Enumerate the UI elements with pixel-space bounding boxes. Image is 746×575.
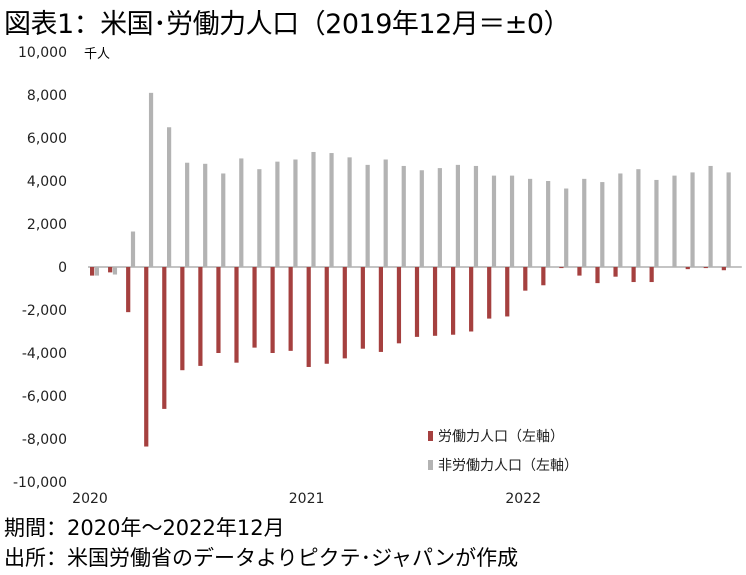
y-tick-label: -4,000: [22, 346, 67, 362]
not-in-labor-force-bar: [618, 173, 623, 267]
labor-force-bar: [180, 267, 185, 371]
y-axis-unit: 千人: [84, 47, 111, 62]
not-in-labor-force-bar: [672, 175, 677, 267]
not-in-labor-force-bar: [185, 162, 190, 267]
not-in-labor-force-bar: [419, 170, 424, 267]
labor-force-bar: [523, 267, 528, 291]
labor-force-bar: [108, 267, 113, 273]
not-in-labor-force-bar: [528, 178, 533, 267]
y-tick-label: -6,000: [22, 389, 67, 405]
legend-swatch: [428, 460, 433, 470]
not-in-labor-force-bar: [112, 267, 118, 275]
labor-force-bar: [414, 267, 420, 337]
legend-label: 労働力人口（左軸）: [438, 429, 564, 445]
labor-force-bar: [270, 267, 275, 353]
not-in-labor-force-bar: [546, 181, 551, 267]
not-in-labor-force-bar: [221, 173, 226, 267]
not-in-labor-force-bar: [239, 158, 244, 267]
labor-force-bar: [631, 267, 636, 283]
not-in-labor-force-bar: [401, 165, 406, 267]
labor-force-bar: [252, 267, 257, 348]
bar-chart: 10,000 8,000 6,000 4,000 2,000 0 -2,000 -4,000 -…: [13, 45, 742, 507]
labor-force-bar: [198, 267, 203, 366]
legend-swatch: [428, 431, 433, 441]
labor-force-bar: [342, 267, 347, 359]
not-in-labor-force-bar: [203, 163, 208, 267]
not-in-labor-force-bar: [654, 179, 659, 267]
not-in-labor-force-bar: [564, 188, 569, 267]
not-in-labor-force-bar: [509, 175, 515, 267]
y-tick-label: -2,000: [22, 303, 67, 319]
labor-force-bar: [721, 267, 726, 271]
not-in-labor-force-bar: [437, 168, 442, 267]
x-tick-label: 2022: [505, 491, 541, 507]
labor-force-bar: [378, 267, 383, 352]
not-in-labor-force-bar: [311, 151, 316, 267]
not-in-labor-force-bar: [582, 178, 587, 267]
labor-force-bar: [703, 267, 708, 269]
labor-force-bar: [577, 267, 582, 276]
not-in-labor-force-bar: [167, 127, 172, 267]
not-in-labor-force-bar: [275, 161, 280, 267]
period-note: 期間：2020年～2022年12月: [4, 516, 285, 540]
labor-force-bar: [613, 267, 618, 277]
not-in-labor-force-bar: [455, 164, 460, 267]
not-in-labor-force-bar: [708, 165, 713, 267]
labor-force-bar: [559, 267, 564, 269]
not-in-labor-force-bar: [257, 169, 262, 267]
x-tick-label: 2020: [72, 491, 108, 507]
chart-title: 図表1：米国･労働力人口（2019年12月＝±0）: [4, 9, 571, 40]
labor-force-bar: [162, 267, 167, 409]
not-in-labor-force-bar: [293, 159, 298, 267]
y-tick-label: -8,000: [22, 432, 67, 448]
labor-force-bar: [451, 267, 456, 335]
not-in-labor-force-bar: [383, 159, 388, 267]
y-tick-label: 8,000: [27, 88, 67, 104]
not-in-labor-force-bar: [347, 157, 352, 267]
not-in-labor-force-bar: [365, 164, 370, 267]
not-in-labor-force-bar: [329, 153, 334, 267]
labor-force-bar: [324, 267, 329, 364]
labor-force-bar: [288, 267, 293, 351]
y-tick-label: 2,000: [27, 217, 67, 233]
labor-force-bar: [234, 267, 239, 363]
source-note: 出所：米国労働省のデータよりピクテ･ジャパンが作成: [4, 546, 519, 570]
not-in-labor-force-bar: [491, 175, 497, 267]
labor-force-bar: [306, 267, 311, 367]
not-in-labor-force-bar: [726, 172, 731, 267]
labor-force-bar: [541, 267, 546, 286]
legend-label: 非労働力人口（左軸）: [438, 458, 578, 474]
labor-force-bar: [487, 267, 492, 319]
labor-force-bar: [90, 267, 95, 276]
labor-force-bar: [432, 267, 438, 336]
labor-force-bar: [505, 267, 510, 317]
labor-force-bar: [649, 267, 654, 283]
not-in-labor-force-bar: [130, 231, 136, 267]
labor-force-bar: [396, 267, 402, 344]
y-tick-label: 6,000: [27, 131, 67, 147]
labor-force-bar: [144, 267, 149, 447]
x-tick-label: 2021: [289, 491, 325, 507]
labor-force-bar: [126, 267, 131, 313]
labor-force-bar: [595, 267, 600, 284]
y-tick-label: 10,000: [18, 45, 67, 61]
not-in-labor-force-bar: [473, 165, 479, 267]
not-in-labor-force-bar: [600, 182, 605, 267]
not-in-labor-force-bar: [148, 92, 154, 267]
not-in-labor-force-bar: [636, 169, 641, 267]
labor-force-bar: [469, 267, 474, 332]
labor-force-bar: [216, 267, 221, 353]
y-tick-label: 4,000: [27, 174, 67, 190]
not-in-labor-force-bar: [94, 267, 99, 276]
labor-force-bar: [360, 267, 365, 349]
labor-force-bar: [685, 267, 690, 270]
y-tick-label: 0: [58, 260, 67, 276]
not-in-labor-force-bar: [690, 172, 695, 267]
y-tick-label: -10,000: [13, 475, 67, 491]
